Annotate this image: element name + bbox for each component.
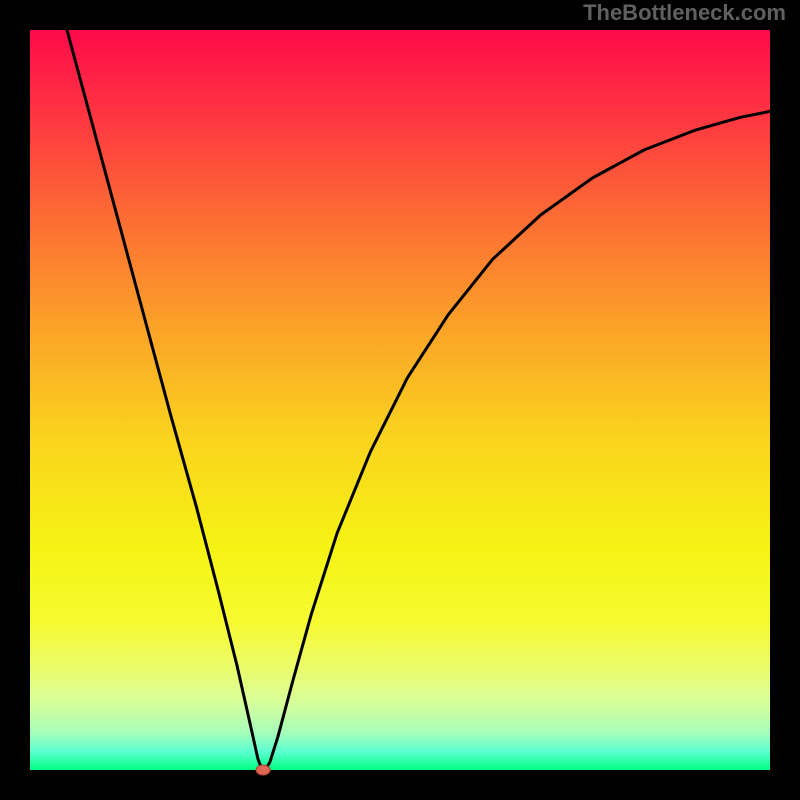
watermark-text: TheBottleneck.com	[583, 0, 786, 26]
chart-frame: TheBottleneck.com	[0, 0, 800, 800]
plot-area	[30, 30, 770, 770]
bottleneck-curve	[67, 30, 770, 770]
curve-layer	[30, 30, 770, 770]
minimum-marker	[256, 765, 270, 775]
